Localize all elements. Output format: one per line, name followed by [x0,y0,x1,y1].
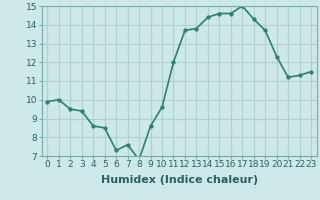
X-axis label: Humidex (Indice chaleur): Humidex (Indice chaleur) [100,175,258,185]
